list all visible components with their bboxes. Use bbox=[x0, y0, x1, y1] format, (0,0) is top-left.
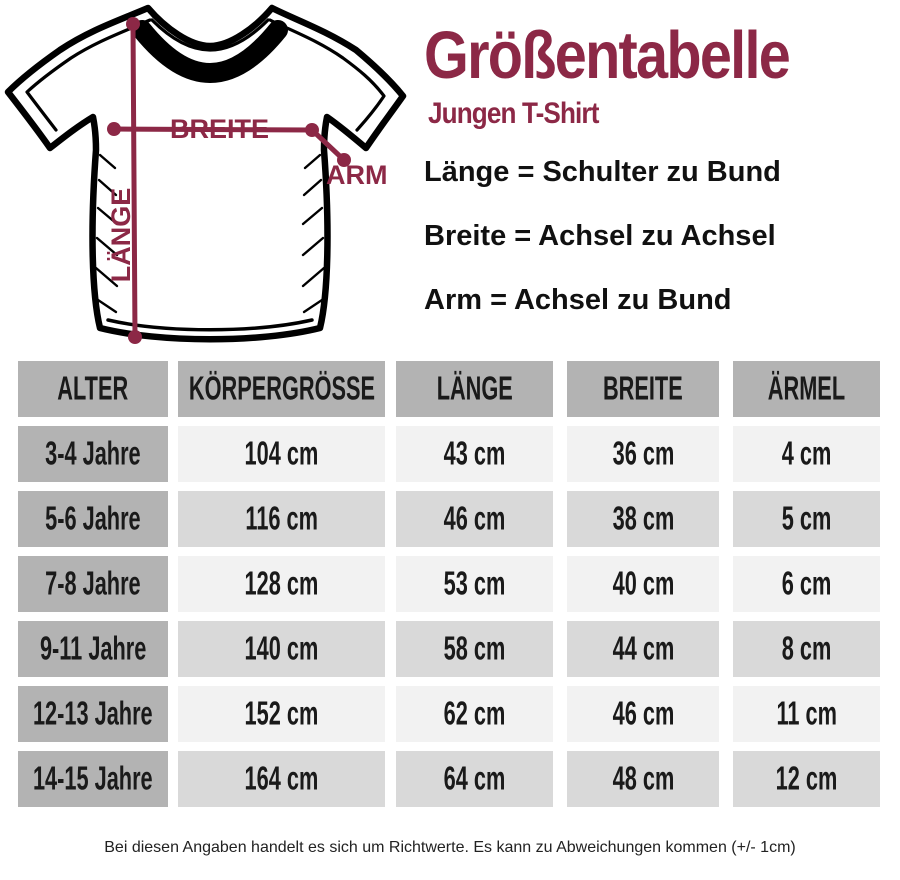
svg-text:ARM: ARM bbox=[326, 160, 388, 190]
svg-text:LÄNGE: LÄNGE bbox=[106, 188, 136, 283]
svg-text:BREITE: BREITE bbox=[170, 114, 269, 144]
